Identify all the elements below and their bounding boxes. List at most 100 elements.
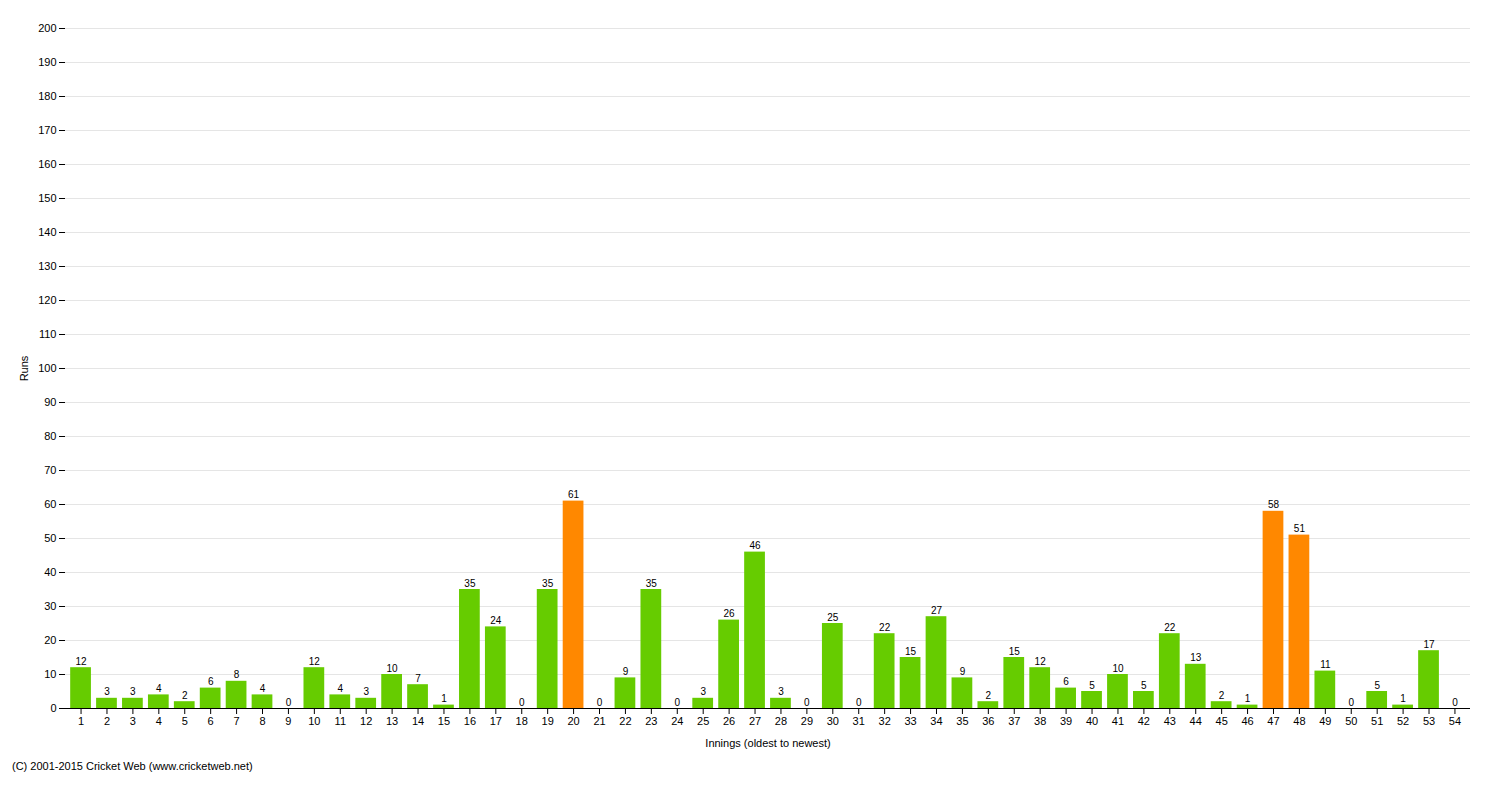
svg-text:41: 41 [1112,715,1124,727]
svg-text:33: 33 [904,715,916,727]
svg-text:32: 32 [879,715,891,727]
svg-text:9: 9 [285,715,291,727]
svg-text:9: 9 [960,666,966,677]
svg-text:Innings (oldest to newest): Innings (oldest to newest) [705,737,830,749]
svg-text:24: 24 [490,615,502,626]
svg-text:13: 13 [1190,652,1202,663]
svg-text:2: 2 [986,690,992,701]
svg-text:10: 10 [44,668,56,680]
svg-text:12: 12 [1035,656,1047,667]
svg-text:15: 15 [1009,646,1021,657]
svg-text:27: 27 [931,605,943,616]
svg-text:5: 5 [1141,680,1147,691]
svg-text:6: 6 [208,676,214,687]
svg-text:0: 0 [1348,697,1354,708]
svg-text:11: 11 [1320,659,1331,670]
svg-text:100: 100 [38,362,56,374]
svg-text:12: 12 [360,715,372,727]
svg-text:43: 43 [1164,715,1176,727]
svg-text:10: 10 [387,663,399,674]
svg-text:42: 42 [1138,715,1150,727]
svg-text:17: 17 [490,715,502,727]
svg-text:6: 6 [1063,676,1069,687]
svg-text:170: 170 [38,124,56,136]
svg-text:8: 8 [259,715,265,727]
svg-text:58: 58 [1268,499,1280,510]
svg-text:60: 60 [44,498,56,510]
svg-text:37: 37 [1008,715,1020,727]
svg-text:130: 130 [38,260,56,272]
svg-text:10: 10 [308,715,320,727]
svg-text:23: 23 [645,715,657,727]
svg-text:1: 1 [1245,693,1251,704]
svg-text:0: 0 [597,697,603,708]
svg-text:53: 53 [1423,715,1435,727]
svg-text:4: 4 [156,683,162,694]
svg-text:15: 15 [438,715,450,727]
svg-text:13: 13 [386,715,398,727]
svg-text:120: 120 [38,294,56,306]
svg-text:150: 150 [38,192,56,204]
svg-text:26: 26 [723,715,735,727]
svg-text:29: 29 [801,715,813,727]
svg-text:110: 110 [39,328,57,340]
svg-text:0: 0 [804,697,810,708]
svg-text:24: 24 [671,715,683,727]
svg-text:5: 5 [1374,680,1380,691]
svg-text:47: 47 [1267,715,1279,727]
svg-text:3: 3 [130,715,136,727]
svg-text:8: 8 [234,669,240,680]
svg-text:2: 2 [104,715,110,727]
svg-text:7: 7 [234,715,240,727]
svg-text:70: 70 [44,464,56,476]
svg-text:61: 61 [568,489,580,500]
svg-text:12: 12 [75,656,87,667]
svg-text:16: 16 [464,715,476,727]
svg-text:10: 10 [1112,663,1124,674]
svg-text:3: 3 [104,686,110,697]
svg-text:30: 30 [827,715,839,727]
svg-text:160: 160 [38,158,56,170]
svg-text:25: 25 [827,612,839,623]
svg-text:1: 1 [441,693,447,704]
svg-text:19: 19 [542,715,554,727]
svg-text:6: 6 [208,715,214,727]
svg-text:20: 20 [44,634,56,646]
svg-text:3: 3 [130,686,136,697]
svg-text:45: 45 [1216,715,1228,727]
svg-text:36: 36 [982,715,994,727]
svg-text:200: 200 [38,22,56,34]
svg-text:2: 2 [182,690,188,701]
svg-text:46: 46 [1241,715,1253,727]
svg-text:48: 48 [1293,715,1305,727]
svg-text:180: 180 [38,90,56,102]
svg-text:17: 17 [1423,639,1435,650]
svg-text:5: 5 [1089,680,1095,691]
svg-text:51: 51 [1371,715,1383,727]
svg-text:49: 49 [1319,715,1331,727]
svg-text:46: 46 [749,540,761,551]
svg-text:15: 15 [905,646,917,657]
svg-text:54: 54 [1449,715,1461,727]
svg-text:Runs: Runs [18,355,30,381]
svg-text:22: 22 [879,622,891,633]
svg-text:31: 31 [853,715,865,727]
svg-text:5: 5 [182,715,188,727]
svg-text:4: 4 [260,683,266,694]
svg-text:44: 44 [1190,715,1202,727]
svg-text:0: 0 [1452,697,1458,708]
svg-text:35: 35 [464,578,476,589]
svg-text:1: 1 [1400,693,1406,704]
svg-text:30: 30 [44,600,56,612]
svg-text:11: 11 [335,715,346,727]
svg-text:34: 34 [930,715,942,727]
svg-text:50: 50 [1345,715,1357,727]
svg-text:27: 27 [749,715,761,727]
svg-text:39: 39 [1060,715,1072,727]
svg-text:3: 3 [778,686,784,697]
svg-text:0: 0 [519,697,525,708]
svg-text:35: 35 [542,578,554,589]
svg-text:26: 26 [724,608,736,619]
svg-text:7: 7 [415,673,421,684]
svg-text:12: 12 [309,656,321,667]
